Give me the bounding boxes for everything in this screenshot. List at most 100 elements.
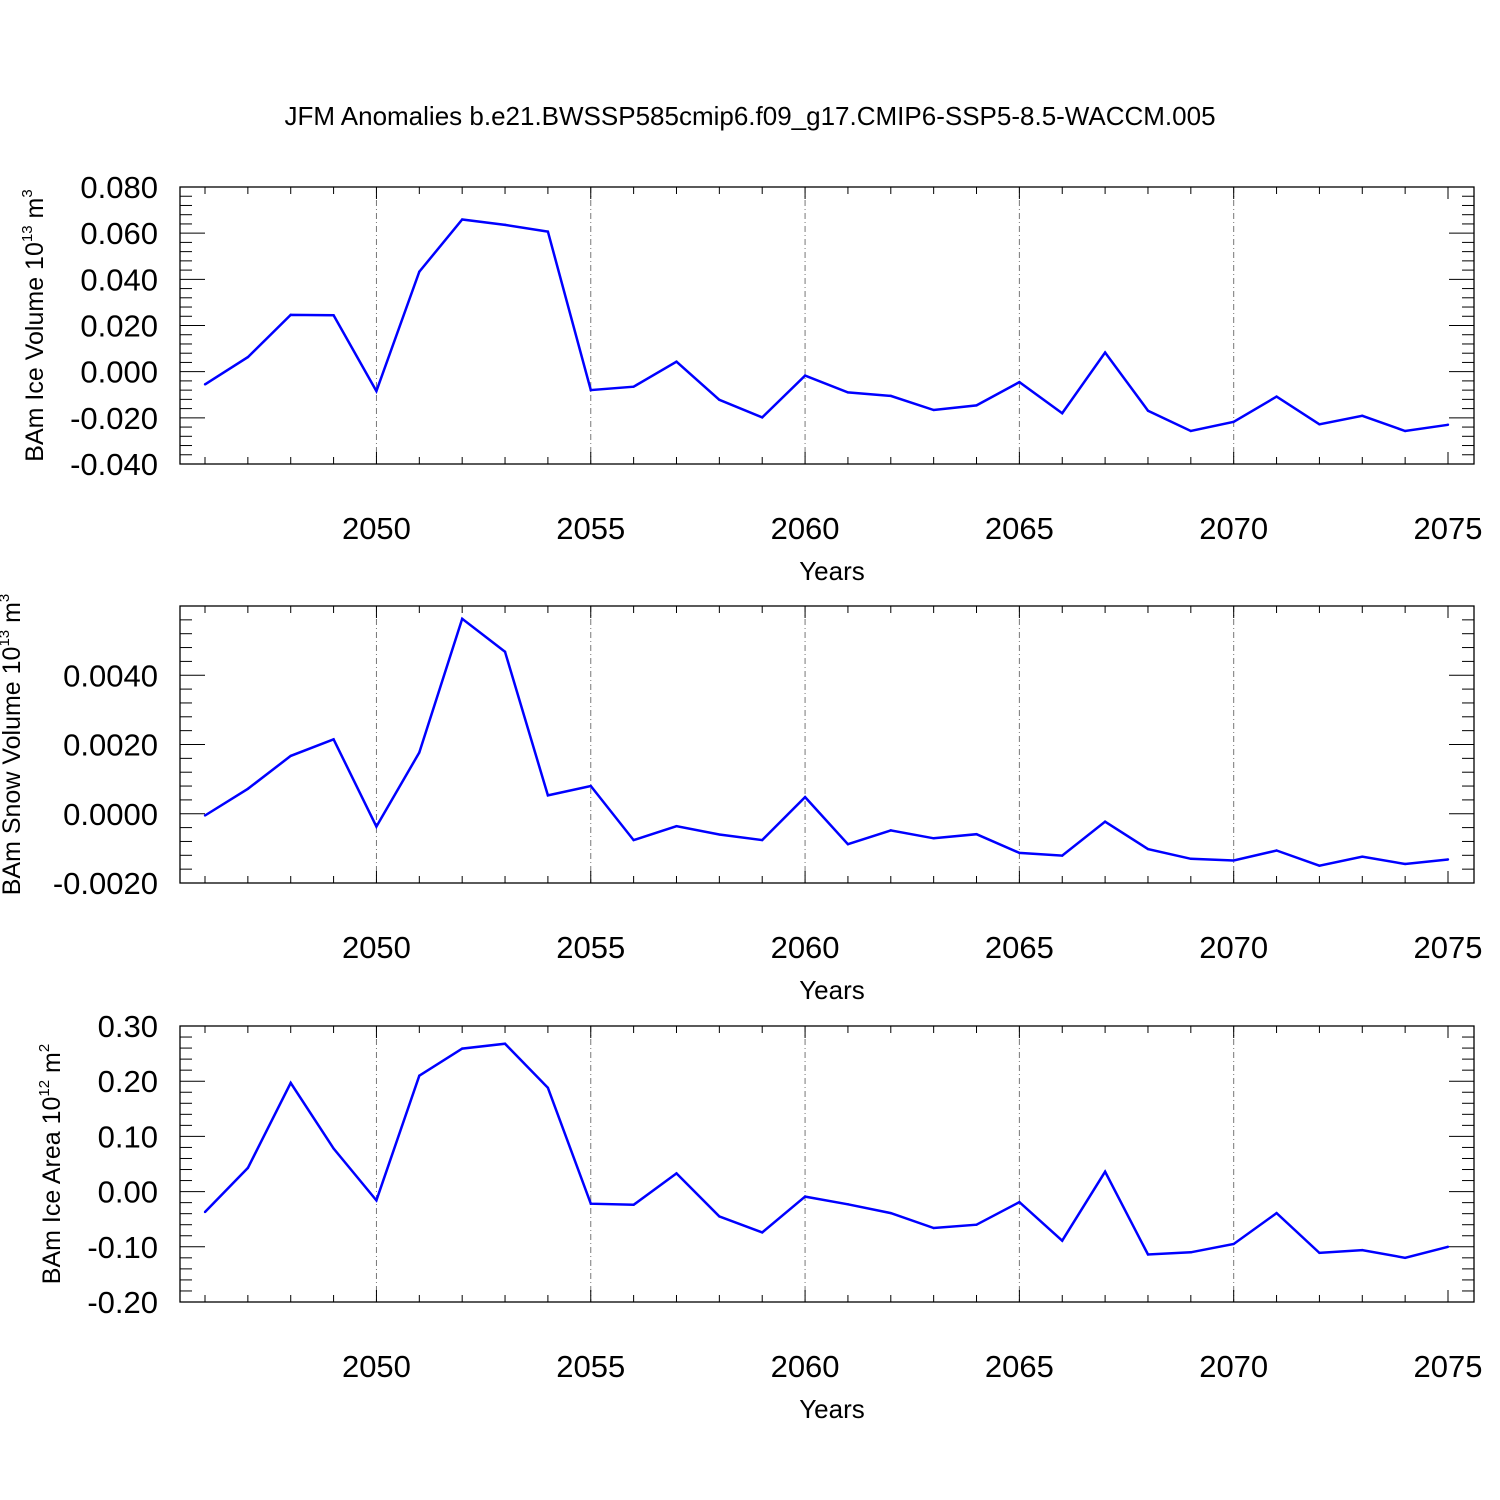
- y-tick-label: 0.0000: [63, 797, 158, 832]
- data-point-2061: [846, 1203, 850, 1206]
- y-tick-label: 0.000: [80, 355, 158, 390]
- x-axis-title: Years: [799, 975, 865, 1005]
- x-tick-label: 2055: [556, 511, 625, 546]
- data-point-2074: [1403, 862, 1407, 866]
- data-point-2048: [289, 754, 292, 758]
- data-point-2050: [375, 825, 378, 828]
- panel-ice-volume: -0.040 -0.020 0.000 0.020 0.040 0.060 0.080 205…: [19, 170, 1482, 586]
- data-point-2058: [718, 398, 721, 402]
- data-point-2057: [675, 1172, 678, 1175]
- data-point-2055: [589, 1202, 592, 1205]
- data-point-2058: [718, 1215, 721, 1218]
- series-line: [204, 616, 1449, 867]
- data-point-2049: [332, 738, 335, 741]
- y-axis-title: BAm Snow Volume 1013 m3: [0, 594, 26, 896]
- y-axis-title-unit_exp: 3: [0, 594, 13, 602]
- y-tick-label: 0.040: [80, 262, 158, 297]
- y-axis-title-exp: 13: [0, 630, 13, 647]
- data-point-2059: [761, 416, 764, 419]
- data-point-2064: [975, 1223, 978, 1226]
- y-tick-label: 0.0040: [63, 658, 158, 693]
- plot-frame: [179, 1025, 1475, 1303]
- y-axis-title-main: BAm Snow Volume 10: [0, 647, 26, 896]
- data-point-2068: [1146, 1253, 1150, 1256]
- y-axis-title-unit_exp: 3: [19, 189, 36, 197]
- data-point-2053: [503, 223, 507, 227]
- data-point-2053: [503, 1042, 507, 1045]
- x-tick-label: 2060: [771, 1349, 840, 1384]
- data-point-2048: [289, 1081, 292, 1085]
- data-point-2074: [1403, 1256, 1407, 1260]
- data-point-2059: [761, 1231, 764, 1234]
- data-point-2046: [203, 1210, 207, 1214]
- y-axis-title-exp: 12: [36, 1080, 53, 1097]
- x-tick-label: 2055: [556, 1349, 625, 1384]
- data-point-2054: [546, 1086, 550, 1090]
- series-line: [204, 1042, 1449, 1260]
- x-tick-label: 2070: [1199, 511, 1268, 546]
- data-point-2070: [1232, 420, 1235, 423]
- data-point-2046: [203, 383, 207, 386]
- y-axis-title-main: BAm Ice Volume 10: [21, 242, 49, 462]
- data-point-2056: [632, 385, 635, 388]
- data-point-2068: [1146, 847, 1150, 851]
- y-axis-title-unit_exp: 2: [36, 1044, 53, 1052]
- data-point-2058: [718, 833, 721, 836]
- y-tick-label: 0.20: [98, 1064, 158, 1099]
- data-point-2050: [375, 389, 378, 393]
- data-point-2060: [803, 374, 807, 377]
- data-point-2068: [1146, 409, 1150, 412]
- x-tick-label: 2065: [985, 511, 1054, 546]
- plot-frame: [179, 605, 1475, 884]
- data-point-2062: [889, 829, 892, 832]
- data-point-2056: [632, 838, 635, 842]
- x-tick-label: 2050: [342, 1349, 411, 1384]
- data-point-2066: [1061, 1239, 1064, 1242]
- data-point-2056: [632, 1203, 635, 1207]
- y-tick-label: 0.30: [98, 1009, 158, 1044]
- data-point-2067: [1103, 351, 1107, 354]
- data-point-2063: [932, 408, 935, 412]
- data-point-2066: [1061, 854, 1064, 857]
- data-point-2071: [1275, 849, 1278, 852]
- data-point-2053: [503, 650, 507, 653]
- y-tick-label: -0.020: [70, 401, 158, 436]
- data-point-2057: [675, 825, 678, 828]
- y-tick-label: 0.080: [80, 170, 158, 205]
- y-axis-title-main: BAm Ice Area 10: [38, 1097, 66, 1285]
- data-point-2057: [675, 360, 678, 363]
- x-tick-label: 2050: [342, 930, 411, 965]
- data-point-2063: [932, 837, 935, 840]
- data-point-2065: [1018, 380, 1021, 384]
- data-point-2048: [289, 313, 292, 317]
- data-point-2067: [1103, 820, 1107, 823]
- data-point-2070: [1232, 1242, 1235, 1246]
- y-tick-label: -0.0020: [53, 866, 158, 901]
- x-tick-label: 2050: [342, 511, 411, 546]
- data-point-2061: [846, 391, 850, 394]
- data-point-2061: [846, 843, 850, 846]
- y-axis-title: BAm Ice Area 1012 m2: [36, 1044, 66, 1284]
- x-axis-title: Years: [799, 556, 865, 586]
- data-point-2069: [1189, 857, 1193, 860]
- data-point-2073: [1361, 1248, 1364, 1252]
- data-point-2052: [460, 218, 464, 221]
- data-point-2052: [460, 1047, 464, 1050]
- x-tick-label: 2075: [1414, 511, 1483, 546]
- y-tick-label: -0.040: [70, 447, 158, 482]
- series-line: [204, 218, 1449, 433]
- y-tick-label: 0.020: [80, 309, 158, 344]
- data-point-2055: [589, 388, 592, 392]
- data-point-2071: [1275, 395, 1278, 398]
- data-point-2062: [889, 1211, 892, 1215]
- panel-ice-area: -0.20 -0.10 0.00 0.10 0.20 0.30 2050 2055 2060 20…: [36, 1009, 1482, 1424]
- data-point-2069: [1189, 429, 1193, 433]
- data-point-2054: [546, 230, 550, 233]
- data-point-2051: [418, 270, 421, 273]
- plot-frame: [179, 186, 1475, 465]
- data-point-2055: [589, 784, 592, 788]
- data-point-2071: [1275, 1211, 1278, 1215]
- x-tick-label: 2070: [1199, 930, 1268, 965]
- data-point-2075: [1446, 423, 1450, 426]
- y-tick-label: 0.060: [80, 216, 158, 251]
